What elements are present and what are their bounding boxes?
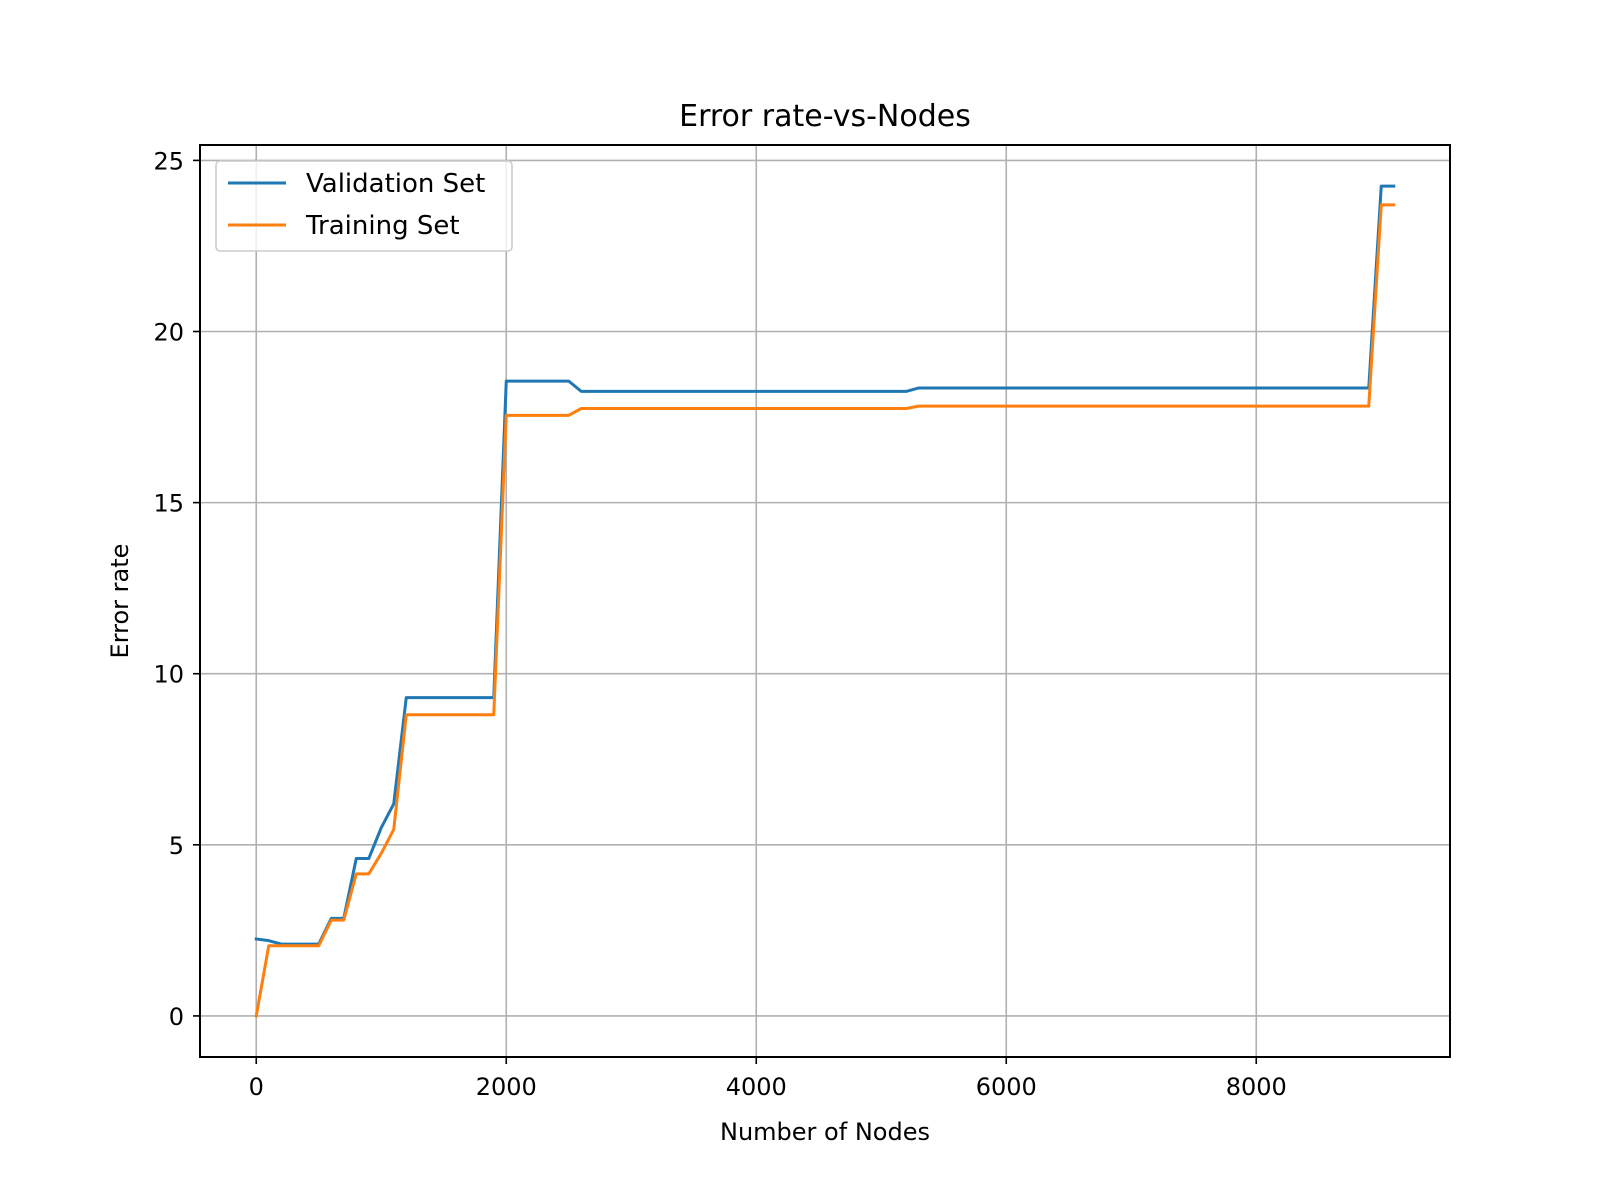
- x-tick-label: 0: [249, 1073, 264, 1101]
- x-axis-label: Number of Nodes: [720, 1118, 930, 1146]
- legend-label-training-set: Training Set: [305, 211, 460, 241]
- legend: Validation Set Training Set: [215, 160, 513, 252]
- plot-area-frame: [199, 144, 1451, 1058]
- y-tick-label: 15: [153, 490, 184, 518]
- y-tick-label: 10: [153, 661, 184, 689]
- y-tick-label: 20: [153, 319, 184, 347]
- y-tick-label: 0: [169, 1003, 184, 1031]
- x-tick-label: 8000: [1226, 1073, 1287, 1101]
- legend-label-validation-set: Validation Set: [306, 169, 485, 199]
- plot-lines: [254, 184, 1396, 1018]
- y-axis-label: Error rate: [106, 544, 134, 659]
- training-set-line: [254, 203, 1396, 1018]
- x-tick-label: 6000: [976, 1073, 1037, 1101]
- y-tick-label: 5: [169, 832, 184, 860]
- x-tick-label: 4000: [726, 1073, 787, 1101]
- validation-set-line: [254, 184, 1396, 946]
- chart-title: Error rate-vs-Nodes: [679, 99, 971, 134]
- x-tick-label: 2000: [476, 1073, 537, 1101]
- axis-ticks: 0 2000 4000 6000 8000 0 5 10 15 20 25: [153, 147, 1286, 1101]
- grid: [200, 145, 1450, 1057]
- legend-box: [215, 160, 513, 252]
- y-tick-label: 25: [153, 147, 184, 175]
